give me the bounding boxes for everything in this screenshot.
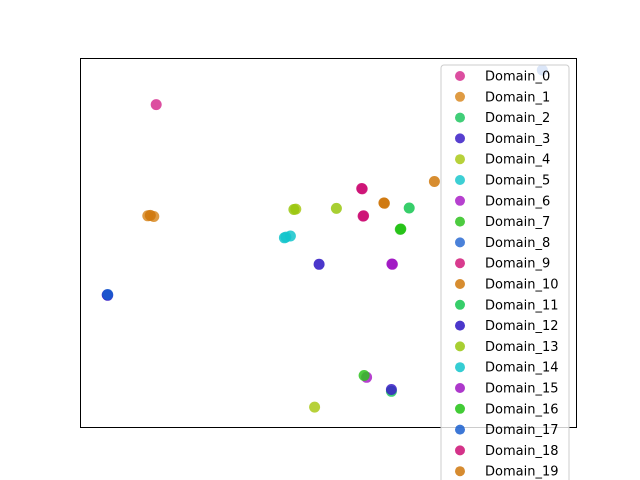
data-point-domain-15-0 [386, 258, 398, 270]
legend-marker-domain-5 [455, 175, 465, 185]
legend-marker-domain-7 [455, 216, 465, 227]
legend-box [440, 64, 570, 480]
legend-label-domain-7: Domain_7 [485, 215, 550, 230]
legend-marker-domain-0 [455, 71, 465, 81]
legend-label-domain-5: Domain_5 [485, 174, 550, 189]
legend-label-domain-3: Domain_3 [485, 132, 550, 147]
legend-label-domain-6: Domain_6 [485, 194, 550, 209]
legend-label-domain-9: Domain_9 [485, 257, 550, 272]
data-point-domain-19-0 [378, 197, 390, 209]
legend-marker-domain-4 [455, 154, 465, 165]
data-point-domain-7-1 [358, 370, 370, 381]
legend-marker-domain-1 [455, 91, 465, 102]
legend-label-domain-16: Domain_16 [485, 402, 559, 417]
data-point-domain-16-0 [395, 223, 407, 235]
legend-marker-domain-8 [455, 237, 465, 248]
data-point-domain-11-0 [403, 202, 415, 214]
data-point-domain-17-0 [102, 289, 114, 300]
legend-label-domain-0: Domain_0 [485, 70, 550, 85]
legend-label-domain-11: Domain_11 [485, 298, 559, 313]
legend-label-domain-18: Domain_18 [485, 444, 559, 459]
legend-marker-domain-6 [455, 195, 465, 206]
legend-marker-domain-15 [455, 383, 465, 393]
data-point-domain-18-0 [356, 183, 368, 194]
data-point-domain-13-0 [330, 202, 342, 214]
data-point-domain-18-1 [357, 210, 369, 222]
legend-marker-domain-13 [455, 341, 465, 352]
legend-label-domain-17: Domain_17 [485, 423, 559, 438]
legend: Domain_0 Domain_1 Domain_2 Domain_3 Domain_4… [440, 64, 570, 480]
legend-marker-domain-19 [455, 466, 465, 477]
data-point-domain-19-1 [144, 209, 156, 221]
data-point-domain-10-1 [428, 176, 440, 187]
legend-marker-domain-2 [455, 112, 465, 123]
data-point-domain-14-1 [284, 230, 296, 242]
data-point-domain-3-1 [385, 384, 397, 395]
legend-label-domain-8: Domain_8 [485, 236, 550, 251]
data-point-domain-12-0 [313, 258, 325, 270]
legend-label-domain-2: Domain_2 [485, 111, 550, 126]
legend-marker-domain-9 [455, 258, 465, 269]
legend-marker-domain-3 [455, 133, 465, 144]
plot-points [101, 64, 548, 413]
data-point-domain-4-0 [309, 401, 321, 413]
legend-label-domain-13: Domain_13 [485, 340, 559, 355]
legend-label-domain-14: Domain_14 [485, 361, 559, 376]
legend-marker-domain-11 [455, 299, 465, 310]
legend-label-domain-10: Domain_10 [485, 278, 559, 293]
data-point-domain-0-0 [150, 99, 162, 111]
legend-label-domain-4: Domain_4 [485, 153, 550, 168]
legend-marker-domain-17 [455, 424, 465, 435]
legend-marker-domain-14 [455, 362, 465, 373]
legend-label-domain-19: Domain_19 [485, 465, 559, 480]
legend-marker-domain-18 [455, 445, 465, 456]
legend-marker-domain-12 [455, 320, 465, 331]
legend-label-domain-1: Domain_1 [485, 90, 550, 105]
legend-label-domain-15: Domain_15 [485, 382, 559, 397]
legend-label-domain-12: Domain_12 [485, 319, 559, 334]
plot-frame [80, 58, 577, 428]
legend-marker-domain-10 [455, 279, 465, 289]
data-point-domain-13-1 [288, 204, 300, 215]
legend-marker-domain-16 [455, 403, 465, 414]
